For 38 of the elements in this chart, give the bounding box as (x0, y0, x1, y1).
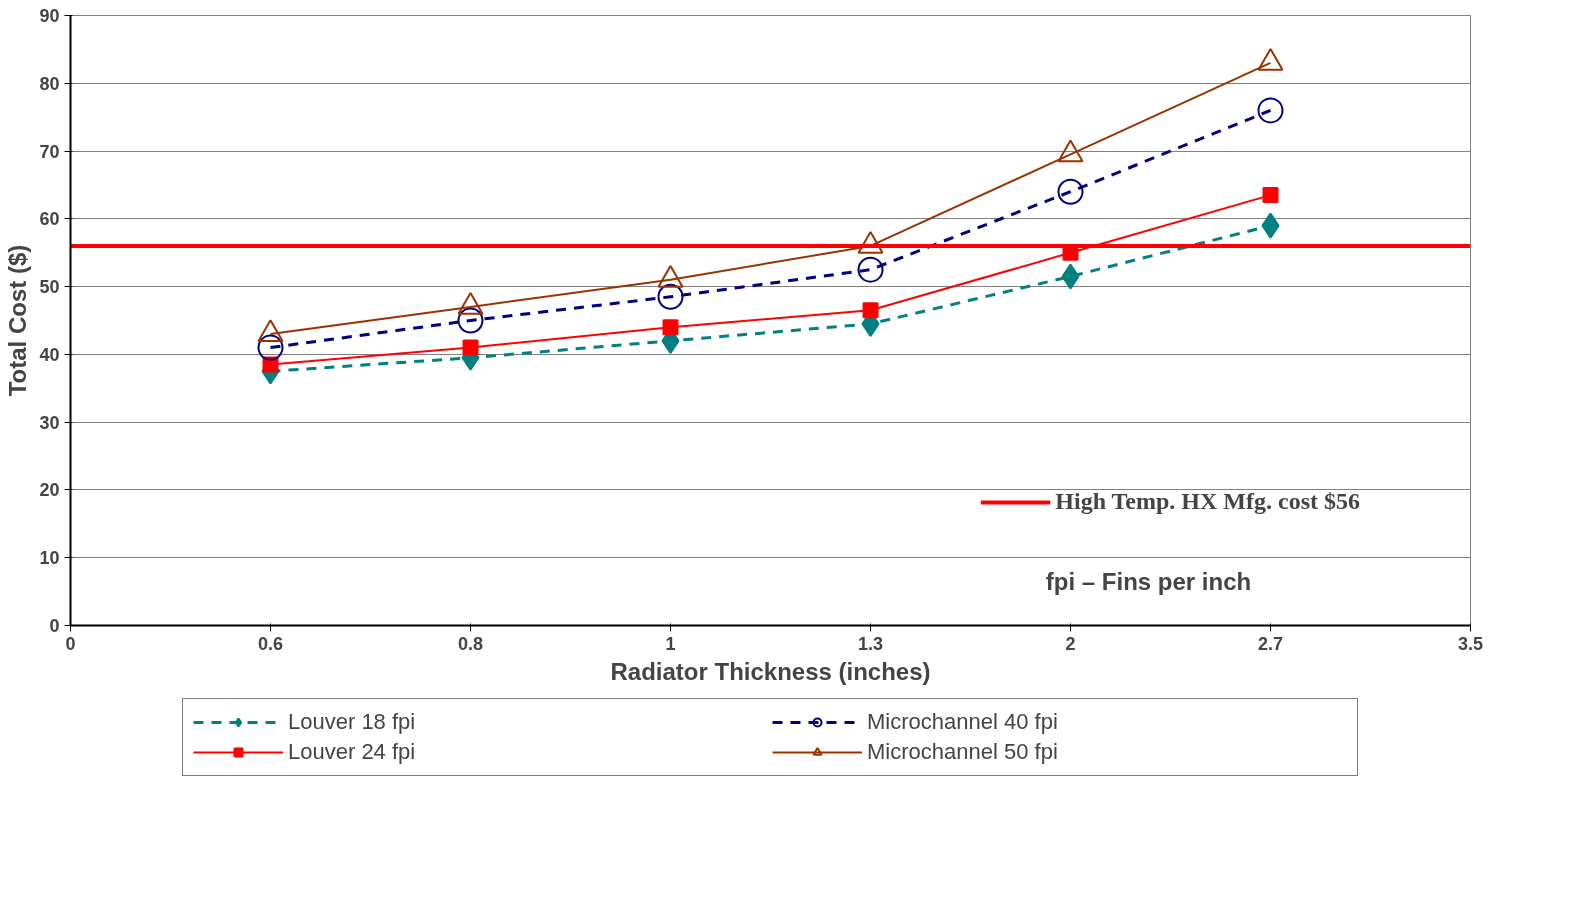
point (657, 283, 684, 310)
point (1257, 97, 1284, 124)
x-axis-title: Radiator Thickness (inches) (610, 657, 931, 685)
point (1262, 187, 1279, 204)
x-tick-label: 1.3 (857, 633, 884, 654)
y-tick-label: 70 (39, 141, 60, 162)
y-tick-label: 90 (39, 6, 60, 26)
y-tick-label: 80 (39, 73, 60, 94)
point (857, 256, 884, 283)
x-tick-label: 0.8 (457, 633, 484, 654)
point (257, 334, 284, 361)
point (1261, 212, 1280, 239)
x-tick-label: 3.5 (1457, 633, 1484, 654)
y-tick-label: 60 (39, 209, 60, 230)
legend-label: Louver 18 fpi (288, 709, 417, 735)
legend-label: Microchannel 50 fpi (867, 739, 1059, 765)
y-tick-label: 0 (49, 616, 60, 636)
legend-label: Louver 24 fpi (288, 739, 417, 765)
point (662, 319, 679, 336)
legend-label: Microchannel 40 fpi (867, 709, 1059, 735)
y-axis-title: Total Cost ($) (4, 244, 32, 397)
legend-label: High Temp. HX Mfg. cost $56 (1055, 488, 1360, 515)
point (462, 339, 479, 356)
point (457, 307, 484, 334)
y-tick-label: 40 (39, 344, 60, 365)
y-tick-label: 30 (39, 412, 60, 433)
x-tick-label: 2 (1065, 633, 1076, 654)
x-tick-label: 0 (65, 633, 76, 654)
point (862, 302, 879, 319)
y-tick-label: 10 (39, 548, 60, 569)
y-tick-label: 50 (39, 277, 60, 298)
x-tick-label: 2.7 (1257, 633, 1284, 654)
y-tick-label: 20 (39, 480, 60, 501)
x-tick-label: 0.6 (257, 633, 284, 654)
point (1061, 263, 1080, 290)
annotation: fpi – Fins per inch (1045, 568, 1252, 595)
point (1057, 178, 1084, 205)
x-tick-label: 1 (665, 633, 676, 654)
